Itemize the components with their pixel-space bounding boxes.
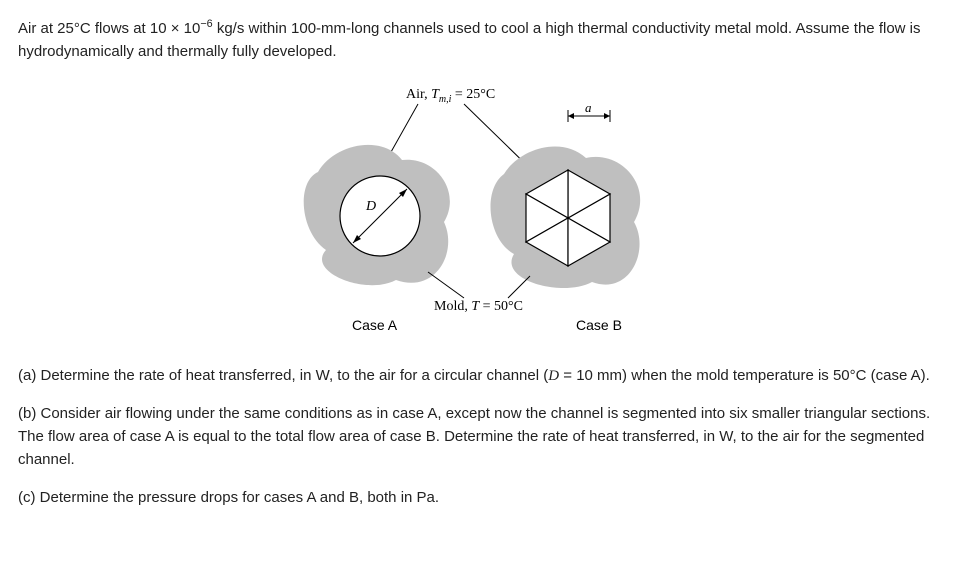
part-b: (b) Consider air flowing under the same … [18, 402, 944, 472]
diam-label: D [365, 199, 376, 214]
part-a-p1: (a) Determine the rate of heat transferr… [18, 367, 548, 384]
mold-label: Mold, T = 50°C [434, 299, 523, 314]
dim-a: a [568, 100, 610, 122]
part-a: (a) Determine the rate of heat transferr… [18, 364, 944, 388]
case-b-label: Case B [576, 317, 622, 333]
part-a-sym: D [548, 368, 559, 384]
part-c: (c) Determine the pressure drops for cas… [18, 486, 944, 509]
figure: Air, Tm,i = 25°C D [18, 82, 944, 342]
air-label: Air, Tm,i = 25°C [406, 87, 495, 105]
mold-leader-b [508, 276, 530, 298]
problem-intro: Air at 25°C flows at 10 × 10−6 kg/s with… [18, 16, 944, 64]
mold-leader-a [428, 272, 464, 298]
intro-exp: −6 [200, 18, 212, 30]
case-b-group [491, 146, 641, 288]
case-a-label: Case A [352, 317, 398, 333]
figure-svg: Air, Tm,i = 25°C D [286, 82, 676, 342]
case-a-group: D [304, 144, 450, 284]
part-a-p2: = 10 mm) when the mold temperature is 50… [559, 367, 930, 384]
intro-p1: Air at 25°C flows at 10 × 10 [18, 20, 200, 37]
dim-a-label: a [585, 100, 592, 115]
